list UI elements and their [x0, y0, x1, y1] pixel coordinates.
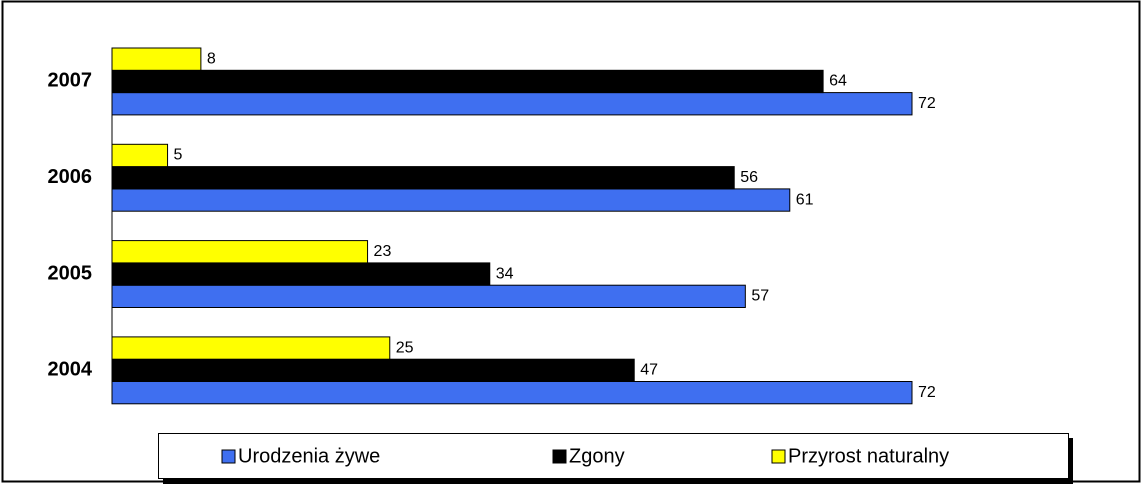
bar [111, 47, 202, 71]
data-label: 5 [174, 147, 183, 164]
data-label: 64 [829, 73, 847, 90]
data-label: 57 [751, 288, 769, 305]
bar [111, 166, 735, 190]
y-tick-label: 2006 [48, 166, 93, 188]
bar [111, 143, 169, 168]
legend-swatch [221, 449, 236, 464]
legend-label: Przyrost naturalny [788, 445, 949, 467]
bar [111, 358, 635, 383]
data-label: 61 [796, 191, 814, 208]
y-tick-label: 2004 [48, 359, 93, 381]
legend-box [158, 433, 1069, 479]
bar [111, 336, 391, 360]
y-tick-label: 2007 [48, 70, 93, 92]
bar [111, 240, 369, 264]
data-label: 34 [496, 265, 514, 282]
bar [111, 92, 913, 116]
legend-swatch [771, 449, 786, 464]
data-label: 47 [640, 362, 658, 379]
bar [111, 381, 913, 405]
legend-swatch [552, 449, 567, 464]
data-label: 56 [740, 169, 758, 186]
data-label: 8 [207, 50, 216, 67]
bar [111, 284, 746, 309]
data-label: 25 [396, 339, 414, 356]
data-label: 72 [918, 384, 936, 401]
bar [111, 262, 491, 286]
y-tick-label: 2005 [48, 262, 93, 284]
data-label: 72 [918, 95, 936, 112]
data-label: 23 [374, 243, 392, 260]
legend-label: Urodzenia żywe [238, 445, 380, 467]
bar [111, 188, 791, 212]
bar [111, 69, 824, 94]
legend-label: Zgony [569, 445, 625, 467]
